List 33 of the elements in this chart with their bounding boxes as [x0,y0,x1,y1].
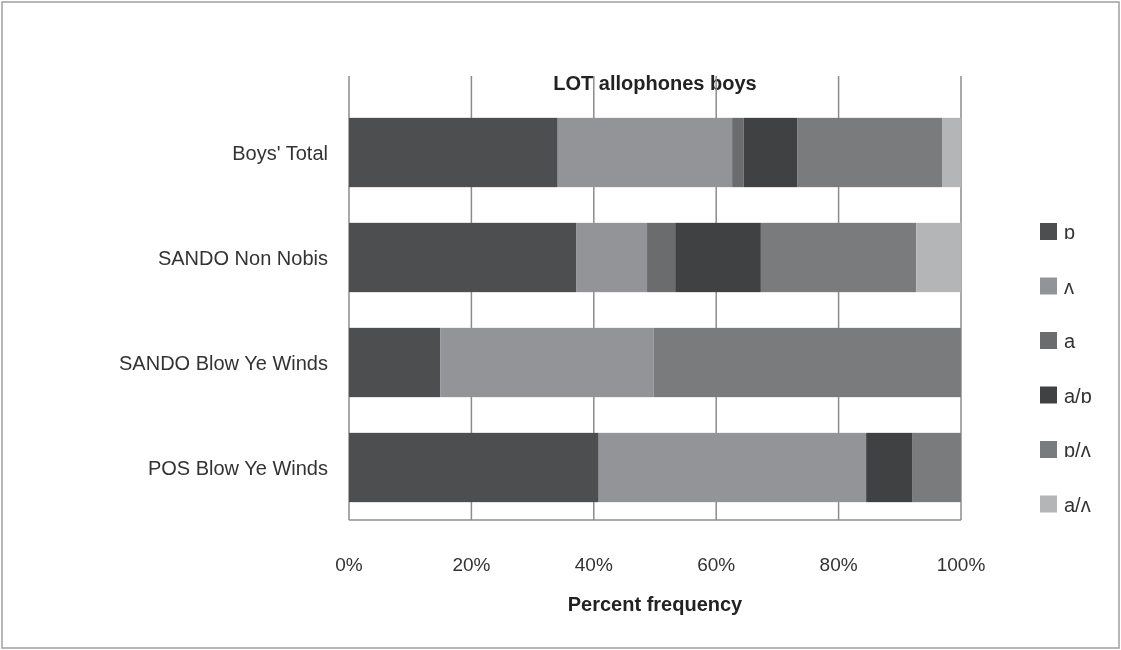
bar [653,327,961,398]
legend-label: ɒ/ʌ [1064,439,1091,461]
x-tick-label: 0% [335,554,363,575]
bar [912,432,961,503]
y-tick-label: Boys' Total [232,141,328,164]
x-axis-title: Percent frequency [567,593,744,615]
legend-label: a [1064,330,1076,352]
bar [732,117,744,188]
bar [942,117,961,188]
bar [349,432,599,503]
x-tick-label: 20% [452,554,491,575]
y-tick-label: SANDO Blow Ye Winds [119,351,328,374]
legend-label: ʌ [1064,275,1074,298]
y-tick-label: POS Blow Ye Winds [147,456,328,479]
bar [349,222,577,293]
bar [797,117,943,188]
bar [866,432,913,503]
x-tick-label: 60% [697,554,736,575]
legend-label: a/ɒ [1064,384,1092,407]
y-tick-label: SANDO Non Nobis [157,246,328,269]
x-tick-label: 40% [574,554,613,575]
legend-label: ɒ [1064,221,1076,243]
bar [916,222,961,293]
bar [349,117,558,188]
bar [743,117,798,188]
chart-title: LOT allophones boys [553,72,757,94]
bar [760,222,917,293]
legend-label: a/ʌ [1064,493,1091,516]
bar [647,222,676,293]
x-tick-label: 80% [819,554,858,575]
x-tick-label: 100% [936,554,986,575]
bar [675,222,761,293]
bar [349,327,441,398]
